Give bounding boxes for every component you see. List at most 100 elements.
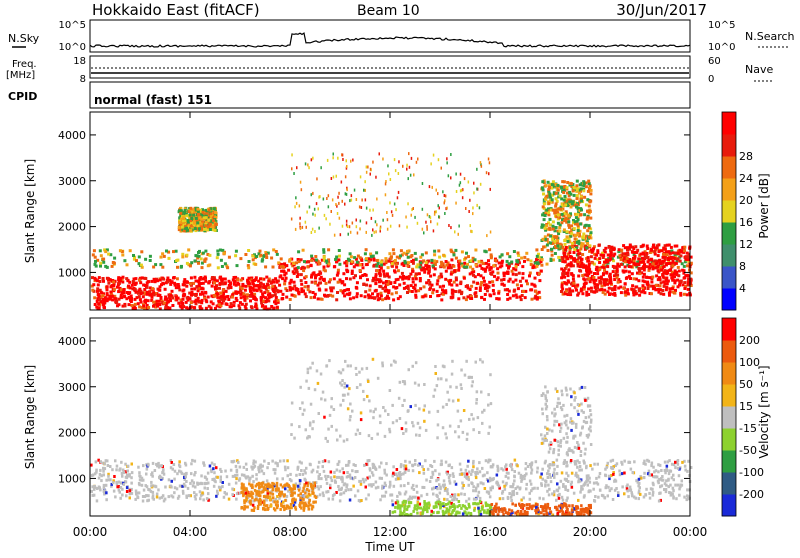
power-cell	[580, 187, 583, 190]
power-cell	[399, 276, 402, 279]
freq-tick-bottom: 8	[80, 74, 86, 85]
power-cell	[166, 300, 169, 303]
velocity-cell	[339, 470, 342, 473]
velocity-cell	[103, 473, 106, 476]
velocity-cell	[492, 477, 495, 480]
power-cell	[225, 302, 228, 305]
power-cell	[672, 274, 675, 277]
power-cell	[605, 271, 608, 274]
power-cell	[457, 297, 460, 300]
velocity-cell	[626, 489, 629, 492]
power-cell	[411, 270, 414, 273]
velocity-cell	[235, 477, 238, 480]
velocity-cell	[420, 494, 423, 497]
velocity-cell	[561, 471, 564, 474]
power-cell	[243, 292, 246, 295]
velocity-cell	[155, 463, 158, 466]
power-cell	[646, 276, 649, 279]
power-cell	[458, 233, 460, 236]
velocity-cell	[109, 465, 112, 468]
power-cell	[305, 162, 307, 165]
power-cell	[310, 264, 313, 267]
power-cell	[220, 292, 223, 295]
power-cell	[500, 279, 503, 282]
power-cell	[379, 227, 381, 230]
velocity-cell	[274, 468, 277, 471]
power-cell	[265, 256, 268, 259]
velocity-cell	[328, 460, 331, 463]
power-cell	[354, 189, 356, 192]
power-cell	[166, 277, 169, 280]
velocity-cell	[562, 499, 565, 502]
power-cell	[257, 287, 260, 290]
velocity-cell	[113, 490, 116, 493]
power-cell	[355, 295, 358, 298]
power-cell	[430, 216, 432, 219]
power-cell	[491, 280, 494, 283]
power-cell	[412, 281, 415, 284]
power-cell	[478, 260, 481, 263]
power-cell	[336, 291, 339, 294]
power-cell	[493, 264, 496, 267]
power-cell	[410, 254, 413, 257]
power-cell	[622, 269, 625, 272]
power-cell	[677, 285, 680, 288]
velocity-cell	[322, 465, 325, 468]
power-cell	[322, 278, 325, 281]
velocity-cell	[138, 491, 141, 494]
power-cell	[202, 287, 205, 290]
power-cell	[403, 282, 406, 285]
colorbar-swatch	[722, 112, 736, 135]
power-cell	[175, 259, 178, 262]
power-cell	[98, 276, 101, 279]
power-cell	[116, 304, 119, 307]
velocity-cell	[672, 489, 675, 492]
power-cell	[102, 294, 105, 297]
velocity-cell	[219, 468, 222, 471]
power-cell	[564, 195, 567, 198]
velocity-cell	[389, 494, 392, 497]
velocity-cell	[102, 470, 105, 473]
velocity-cell	[672, 496, 675, 499]
velocity-cell	[597, 463, 600, 466]
power-cell	[465, 252, 468, 255]
velocity-cell	[457, 493, 460, 496]
velocity-cell	[114, 495, 117, 498]
power-cell	[550, 248, 553, 251]
power-cell	[463, 262, 466, 265]
power-cell	[396, 256, 399, 259]
power-cell	[182, 294, 185, 297]
power-cell	[655, 284, 658, 287]
velocity-cell	[466, 465, 469, 468]
velocity-cell	[683, 496, 686, 499]
velocity-cell	[461, 473, 464, 476]
power-cell	[666, 244, 669, 247]
power-cell	[582, 236, 585, 239]
power-cell	[275, 280, 278, 283]
power-cell	[312, 228, 314, 231]
power-cell	[366, 263, 369, 266]
power-cell	[627, 253, 630, 256]
power-cell	[430, 259, 433, 262]
velocity-cell	[529, 498, 532, 501]
power-cell	[235, 250, 238, 253]
power-cell	[273, 300, 276, 303]
power-cell	[398, 160, 400, 163]
velocity-cell	[157, 462, 160, 465]
power-cell	[570, 206, 573, 209]
power-cell	[630, 288, 633, 291]
velocity-cell	[176, 472, 179, 475]
power-cell	[543, 218, 546, 221]
power-cell	[365, 198, 367, 201]
power-cell	[674, 289, 677, 292]
velocity-cell	[367, 493, 370, 496]
velocity-cell	[594, 500, 597, 503]
velocity-cell	[598, 475, 601, 478]
power-cell	[207, 264, 210, 267]
velocity-cell	[160, 464, 163, 467]
velocity-cell	[271, 460, 274, 463]
power-cell	[568, 251, 571, 254]
velocity-cell	[150, 481, 153, 484]
power-cell	[509, 297, 512, 300]
power-cell	[430, 162, 432, 165]
